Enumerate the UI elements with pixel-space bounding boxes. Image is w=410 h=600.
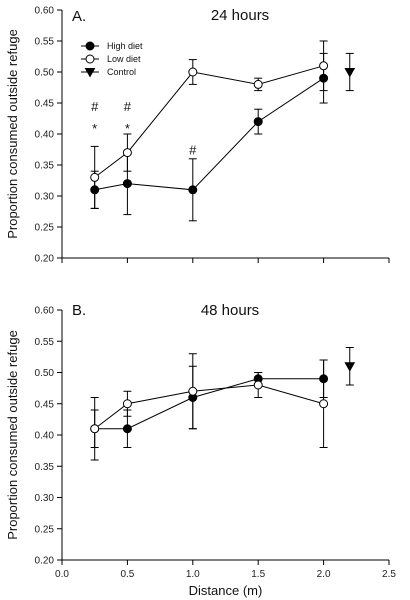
data-point <box>122 399 132 409</box>
y-tick-label: 0.30 <box>35 192 55 203</box>
y-tick-label: 0.50 <box>35 68 55 79</box>
y-tick-label: 0.25 <box>35 223 55 234</box>
y-axis-title: Proportion consumed outside refuge <box>5 29 20 239</box>
x-tick-label: 1.5 <box>251 569 265 580</box>
y-tick-label: 0.60 <box>35 6 55 17</box>
panel-letter: A. <box>72 8 86 25</box>
legend-label: Control <box>107 67 136 77</box>
y-tick-label: 0.30 <box>35 493 55 504</box>
y-tick-label: 0.40 <box>35 431 55 442</box>
legend-label: High diet <box>107 41 143 51</box>
y-tick-label: 0.35 <box>35 462 55 473</box>
legend-marker <box>85 54 95 64</box>
y-tick-label: 0.25 <box>35 524 55 535</box>
data-point <box>122 424 132 434</box>
data-point <box>122 148 132 158</box>
data-point <box>253 79 263 89</box>
data-point <box>122 179 132 189</box>
data-point <box>90 185 100 195</box>
y-tick-label: 0.50 <box>35 368 55 379</box>
significance-mark: * <box>92 121 97 136</box>
x-tick-label: 2.5 <box>382 569 396 580</box>
panel-b: 0.20 0.25 0.30 0.35 0.40 0.45 0.50 0.55 0.60 0.0 0… <box>5 302 396 598</box>
significance-mark: # <box>124 99 132 114</box>
x-tick-label: 2.0 <box>317 569 331 580</box>
y-tick-label: 0.45 <box>35 399 55 410</box>
y-axis-title: Proportion consumed outside refuge <box>5 330 20 540</box>
x-tick-label: 0.0 <box>55 569 69 580</box>
panel-a: 0.20 0.25 0.30 0.35 0.40 0.45 0.50 0.55 0.60 Prop… <box>5 6 390 265</box>
y-tick-label: 0.45 <box>35 99 55 110</box>
data-point <box>188 67 198 77</box>
panel-letter: B. <box>72 302 86 319</box>
panel-title: 24 hours <box>211 7 269 24</box>
data-point <box>253 380 263 390</box>
data-point <box>319 399 329 409</box>
panel-title: 48 hours <box>201 302 259 319</box>
data-point <box>319 73 329 83</box>
data-point <box>188 185 198 195</box>
x-axis-title: Distance (m) <box>189 583 263 598</box>
y-tick-label: 0.55 <box>35 37 55 48</box>
significance-mark: # <box>189 143 197 158</box>
data-point <box>319 61 329 71</box>
y-tick-label: 0.55 <box>35 337 55 348</box>
data-point <box>344 362 356 372</box>
data-point <box>319 374 329 384</box>
y-tick-label: 0.20 <box>35 254 55 265</box>
y-tick-label: 0.35 <box>35 161 55 172</box>
legend-marker <box>84 68 96 78</box>
y-tick-label: 0.20 <box>35 556 55 567</box>
y-tick-label: 0.40 <box>35 130 55 141</box>
significance-mark: * <box>125 121 130 136</box>
data-point <box>90 172 100 182</box>
data-point <box>188 386 198 396</box>
y-tick-label: 0.60 <box>35 306 55 317</box>
legend-marker <box>85 41 95 51</box>
legend-label: Low diet <box>107 54 141 64</box>
data-point <box>253 117 263 127</box>
data-point <box>90 424 100 434</box>
significance-mark: # <box>91 99 99 114</box>
x-tick-label: 1.0 <box>186 569 200 580</box>
x-tick-label: 0.5 <box>120 569 134 580</box>
data-point <box>344 68 356 78</box>
